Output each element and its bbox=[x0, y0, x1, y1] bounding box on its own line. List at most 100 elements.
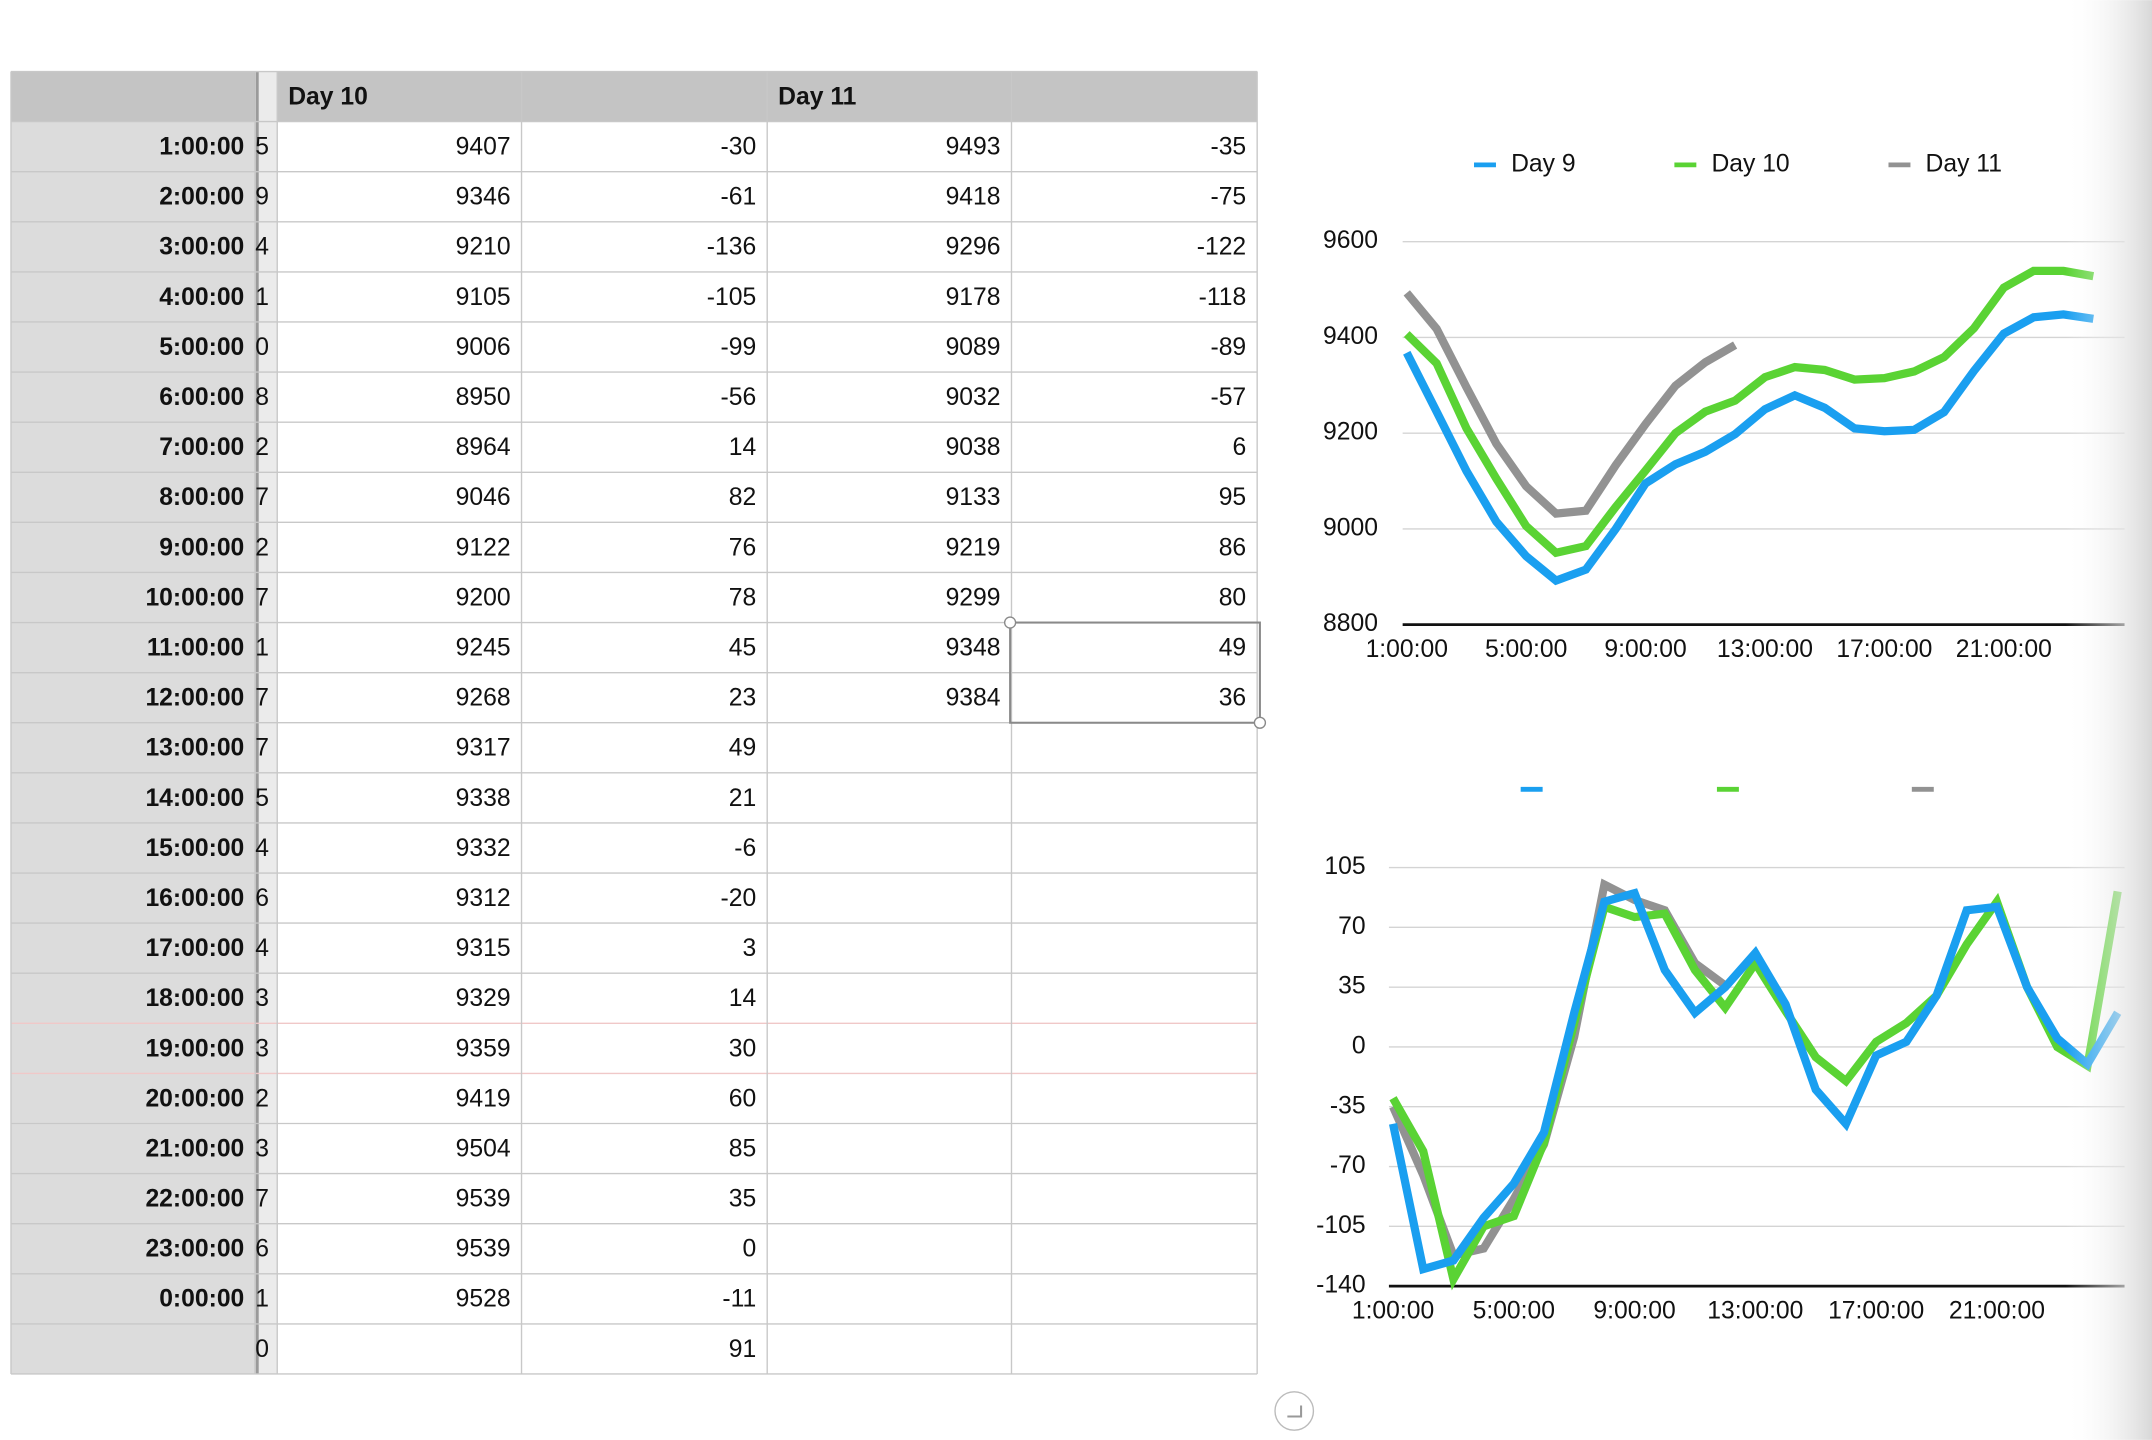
row-header[interactable]: 12:00:00 bbox=[145, 685, 244, 712]
row-header[interactable]: 15:00:00 bbox=[145, 835, 244, 862]
row-header[interactable]: 8:00:00 bbox=[159, 484, 244, 511]
cell[interactable]: 9348 bbox=[946, 635, 1001, 662]
cell[interactable]: 9210 bbox=[456, 234, 511, 261]
row-header[interactable]: 10:00:00 bbox=[145, 584, 244, 611]
row-header[interactable]: 19:00:00 bbox=[145, 1035, 244, 1062]
row-header[interactable]: 6:00:00 bbox=[159, 384, 244, 411]
cell[interactable]: -99 bbox=[721, 334, 757, 361]
cell[interactable]: 9317 bbox=[456, 735, 511, 762]
cell[interactable]: 9504 bbox=[456, 1135, 511, 1162]
cell[interactable]: -11 bbox=[722, 1286, 756, 1313]
cell[interactable]: -20 bbox=[721, 885, 757, 912]
cell[interactable]: 0 bbox=[255, 1336, 269, 1363]
cell[interactable]: 3 bbox=[742, 935, 756, 962]
cell[interactable]: 60 bbox=[729, 1085, 756, 1112]
cell[interactable]: 8964 bbox=[456, 434, 511, 461]
cell[interactable]: 85 bbox=[729, 1135, 756, 1162]
cell[interactable]: -57 bbox=[1210, 384, 1246, 411]
cell[interactable]: -6 bbox=[734, 835, 756, 862]
cell[interactable]: 9418 bbox=[946, 184, 1001, 211]
cell[interactable]: 9133 bbox=[946, 484, 1001, 511]
cell[interactable]: 9268 bbox=[456, 685, 511, 712]
cell[interactable]: 6 bbox=[1232, 434, 1246, 461]
cell[interactable]: -122 bbox=[1197, 234, 1246, 261]
cell[interactable]: 2 bbox=[255, 1085, 269, 1112]
cell[interactable]: 9419 bbox=[456, 1085, 511, 1112]
cell[interactable]: 9245 bbox=[456, 635, 511, 662]
cell[interactable]: 91 bbox=[729, 1336, 756, 1363]
cell[interactable]: -89 bbox=[1210, 334, 1246, 361]
cell[interactable]: 9332 bbox=[456, 835, 511, 862]
cell[interactable]: 9528 bbox=[456, 1286, 511, 1313]
cell[interactable]: 7 bbox=[255, 735, 269, 762]
cell[interactable]: 9105 bbox=[456, 284, 511, 311]
cell[interactable]: 9315 bbox=[456, 935, 511, 962]
cell[interactable]: -105 bbox=[707, 284, 756, 311]
cell[interactable]: -30 bbox=[721, 134, 757, 161]
cell[interactable]: 30 bbox=[729, 1035, 756, 1062]
cell[interactable]: 9219 bbox=[946, 534, 1001, 561]
selection-handle[interactable] bbox=[1003, 616, 1017, 629]
cell[interactable]: 9312 bbox=[456, 885, 511, 912]
cell[interactable]: 9200 bbox=[456, 584, 511, 611]
cell[interactable]: 14 bbox=[729, 985, 756, 1012]
cell[interactable]: 1 bbox=[255, 1286, 269, 1313]
cell[interactable]: 0 bbox=[255, 334, 269, 361]
row-header[interactable]: 21:00:00 bbox=[145, 1135, 244, 1162]
selection-handle[interactable] bbox=[1253, 716, 1267, 729]
cell[interactable]: 5 bbox=[255, 134, 269, 161]
cell[interactable]: 3 bbox=[255, 1035, 269, 1062]
cell[interactable]: 9 bbox=[255, 184, 269, 211]
cell[interactable]: -118 bbox=[1199, 284, 1247, 311]
row-header[interactable]: 20:00:00 bbox=[145, 1085, 244, 1112]
cell[interactable]: 9346 bbox=[456, 184, 511, 211]
row-header[interactable]: 9:00:00 bbox=[159, 534, 244, 561]
cell[interactable]: 45 bbox=[729, 635, 756, 662]
cell[interactable]: 1 bbox=[255, 635, 269, 662]
row-header[interactable]: 0:00:00 bbox=[159, 1286, 244, 1313]
row-header[interactable]: 16:00:00 bbox=[145, 885, 244, 912]
row-header[interactable]: 13:00:00 bbox=[145, 735, 244, 762]
cell[interactable]: 23 bbox=[729, 685, 756, 712]
cell[interactable]: 3 bbox=[255, 1135, 269, 1162]
row-header[interactable]: 4:00:00 bbox=[159, 284, 244, 311]
cell[interactable]: 6 bbox=[255, 1236, 269, 1263]
cell[interactable]: 9539 bbox=[456, 1186, 511, 1213]
cell[interactable]: 14 bbox=[729, 434, 756, 461]
cell[interactable]: 9329 bbox=[456, 985, 511, 1012]
cell[interactable]: 9122 bbox=[456, 534, 511, 561]
cell[interactable]: 9178 bbox=[946, 284, 1001, 311]
cell[interactable]: 49 bbox=[1219, 635, 1246, 662]
cell[interactable]: 76 bbox=[729, 534, 756, 561]
row-header[interactable]: 11:00:00 bbox=[147, 635, 244, 662]
cell[interactable]: 9299 bbox=[946, 584, 1001, 611]
cell[interactable]: 21 bbox=[729, 785, 756, 812]
cell[interactable]: 4 bbox=[255, 234, 269, 261]
cell[interactable]: 9046 bbox=[456, 484, 511, 511]
cell[interactable]: 78 bbox=[729, 584, 756, 611]
cell[interactable]: 80 bbox=[1219, 584, 1246, 611]
cell[interactable]: 9359 bbox=[456, 1035, 511, 1062]
cell[interactable]: 7 bbox=[255, 685, 269, 712]
cell[interactable]: -136 bbox=[707, 234, 756, 261]
cell[interactable]: 9338 bbox=[456, 785, 511, 812]
cell[interactable]: 7 bbox=[255, 1186, 269, 1213]
cell[interactable]: 6 bbox=[255, 885, 269, 912]
cell[interactable]: -56 bbox=[721, 384, 757, 411]
cell[interactable]: 2 bbox=[255, 534, 269, 561]
cell[interactable]: 49 bbox=[729, 735, 756, 762]
cell[interactable]: 9384 bbox=[946, 685, 1001, 712]
cell[interactable]: 9296 bbox=[946, 234, 1001, 261]
row-header[interactable]: 14:00:00 bbox=[145, 785, 244, 812]
cell[interactable]: 9038 bbox=[946, 434, 1001, 461]
cell[interactable]: 9407 bbox=[456, 134, 511, 161]
cell[interactable]: 9032 bbox=[946, 384, 1001, 411]
row-header[interactable]: 22:00:00 bbox=[145, 1186, 244, 1213]
row-header[interactable]: 5:00:00 bbox=[159, 334, 244, 361]
cell[interactable]: 36 bbox=[1219, 685, 1246, 712]
cell[interactable]: 8950 bbox=[456, 384, 511, 411]
cell[interactable]: -61 bbox=[721, 184, 757, 211]
cell[interactable]: 3 bbox=[255, 985, 269, 1012]
resize-handle[interactable] bbox=[1274, 1391, 1315, 1431]
row-header[interactable]: 2:00:00 bbox=[159, 184, 244, 211]
